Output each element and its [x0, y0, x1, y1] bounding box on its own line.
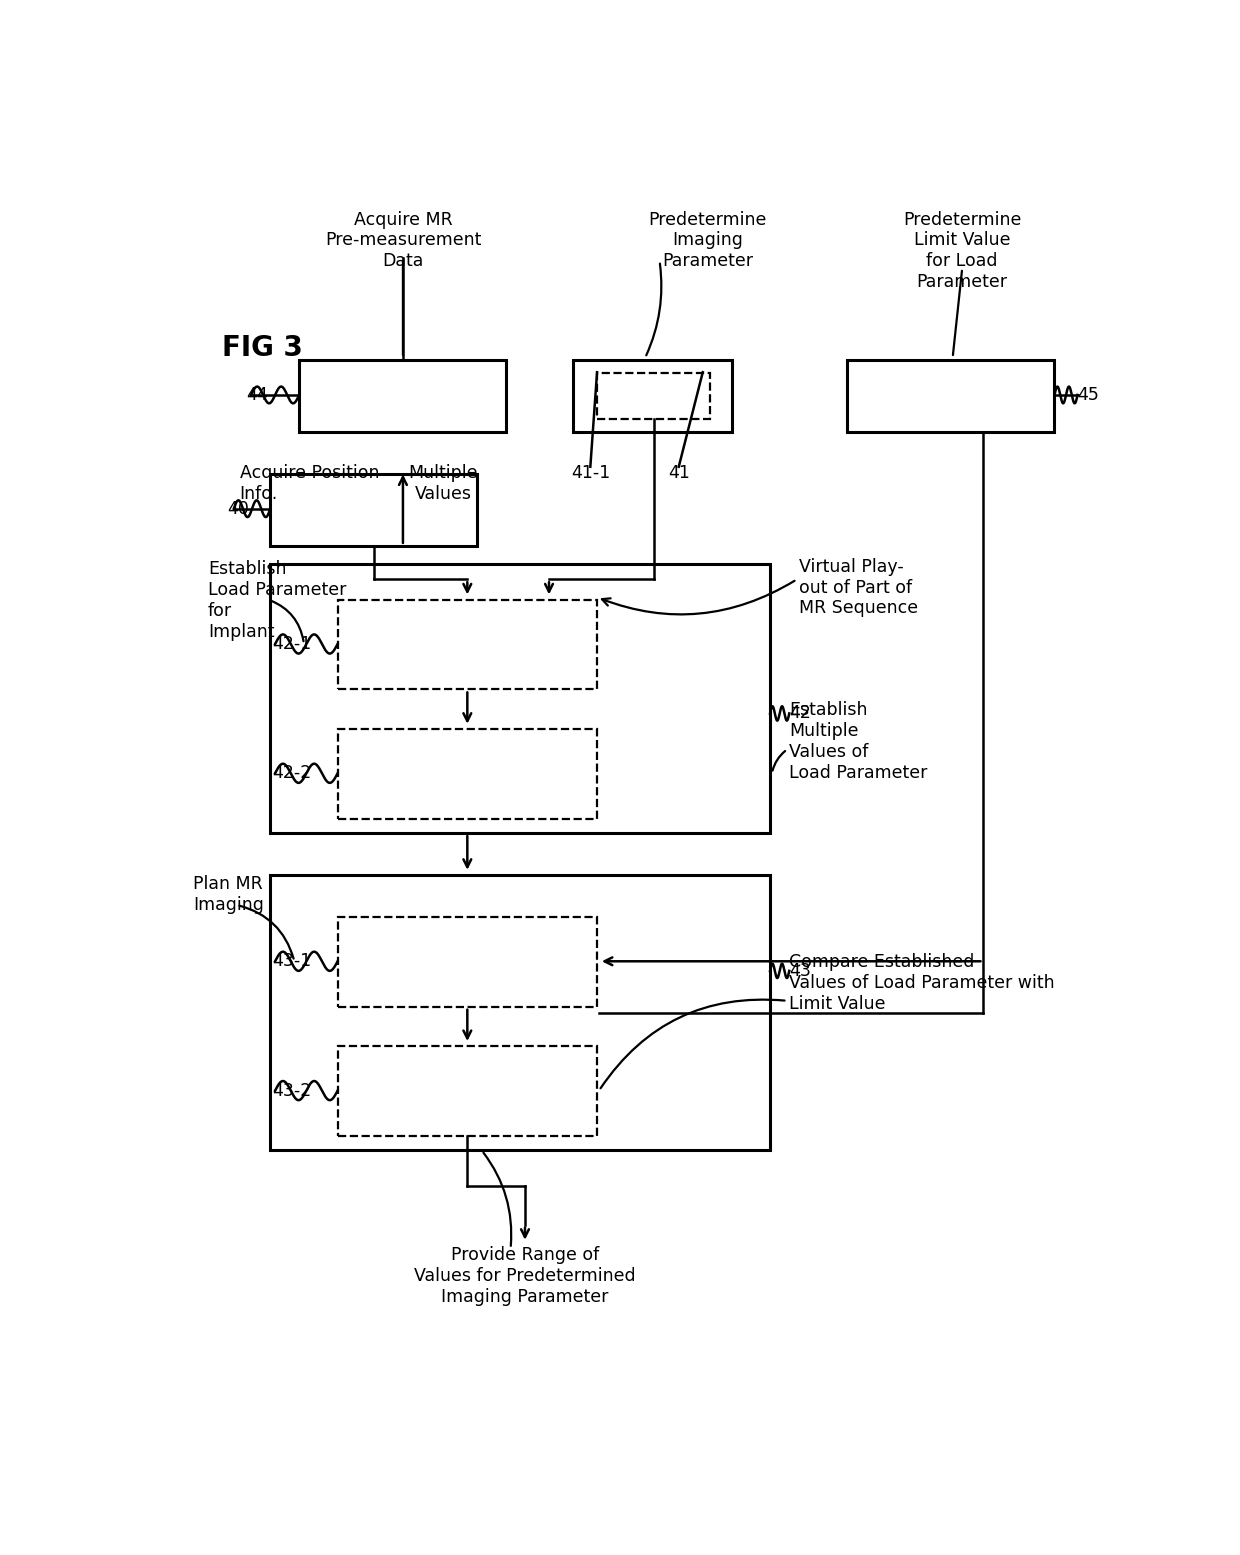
Text: Predetermine
Limit Value
for Load
Parameter: Predetermine Limit Value for Load Parame…	[903, 210, 1022, 291]
Text: Establish
Load Parameter
for
Implant: Establish Load Parameter for Implant	[208, 560, 346, 641]
Text: Predetermine
Imaging
Parameter: Predetermine Imaging Parameter	[649, 210, 766, 271]
Bar	[270, 875, 770, 1151]
Text: 45: 45	[1078, 386, 1100, 404]
Bar	[337, 729, 598, 819]
Bar	[573, 361, 732, 432]
Text: FIG 3: FIG 3	[222, 334, 303, 362]
Text: 43: 43	[789, 963, 811, 980]
Text: 44: 44	[247, 386, 268, 404]
Text: Multiple
Values: Multiple Values	[408, 465, 479, 504]
Text: Establish
Multiple
Values of
Load Parameter: Establish Multiple Values of Load Parame…	[789, 701, 928, 782]
Text: Acquire Position
Info.: Acquire Position Info.	[239, 465, 379, 504]
Text: Acquire MR
Pre-measurement
Data: Acquire MR Pre-measurement Data	[325, 210, 481, 271]
Bar	[299, 361, 506, 432]
Text: 42: 42	[789, 704, 811, 723]
Bar	[337, 1047, 598, 1137]
Bar	[847, 361, 1054, 432]
Text: Provide Range of
Values for Predetermined
Imaging Parameter: Provide Range of Values for Predetermine…	[414, 1246, 636, 1306]
Bar	[270, 564, 770, 833]
Bar	[337, 600, 598, 689]
Text: 41-1: 41-1	[570, 465, 610, 482]
Text: 43-1: 43-1	[273, 952, 311, 970]
Text: 43-2: 43-2	[273, 1082, 311, 1099]
Text: 41: 41	[668, 465, 689, 482]
Text: 42-1: 42-1	[273, 634, 311, 653]
Text: 40: 40	[227, 499, 249, 518]
Text: Compare Established
Values of Load Parameter with
Limit Value: Compare Established Values of Load Param…	[789, 953, 1055, 1012]
Bar	[337, 917, 598, 1006]
Text: Virtual Play-
out of Part of
MR Sequence: Virtual Play- out of Part of MR Sequence	[799, 558, 918, 617]
Text: Plan MR
Imaging: Plan MR Imaging	[193, 875, 264, 914]
Bar	[596, 373, 711, 418]
Text: 42-2: 42-2	[273, 765, 311, 782]
Bar	[270, 474, 477, 546]
